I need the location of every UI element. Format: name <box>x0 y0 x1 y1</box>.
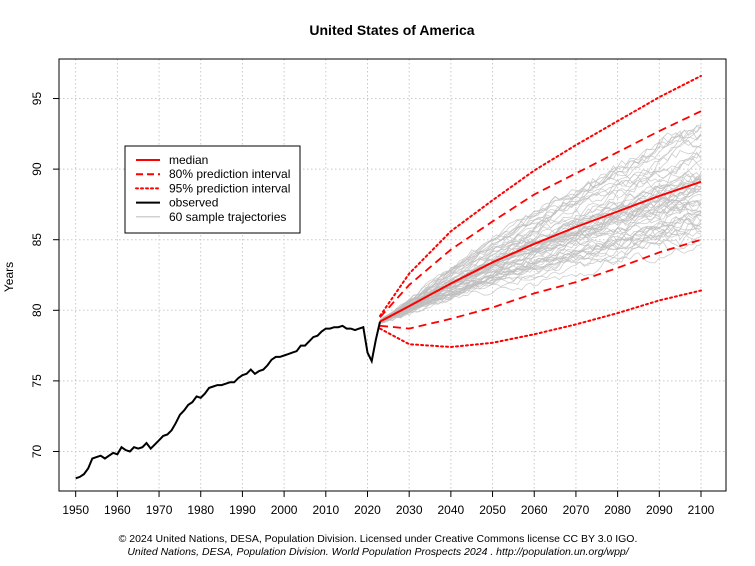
observed-line <box>75 321 381 480</box>
median-line <box>379 180 702 323</box>
legend-label: 95% prediction interval <box>169 181 290 195</box>
y-tick-label: 95 <box>30 92 44 106</box>
y-axis: 70 75 80 85 90 95 <box>30 92 59 458</box>
sample-trajectory-line <box>379 206 702 323</box>
pi95-lower-line <box>379 289 702 349</box>
sample-trajectory-line <box>379 129 702 323</box>
x-tick-label: 2040 <box>438 503 465 517</box>
pi95-upper-line <box>379 74 702 317</box>
x-tick-label: 2050 <box>479 503 506 517</box>
x-tick-label: 2020 <box>354 503 381 517</box>
sample-trajectory-line <box>379 139 702 321</box>
x-tick-label: 2090 <box>646 503 673 517</box>
plot-frame <box>58 58 727 492</box>
y-tick-label: 85 <box>30 233 44 247</box>
x-tick-label: 2070 <box>563 503 590 517</box>
sample-trajectory-line <box>379 157 702 321</box>
x-tick-label: 2100 <box>688 503 715 517</box>
footer-copyright: © 2024 United Nations, DESA, Population … <box>119 533 638 545</box>
y-tick-label: 75 <box>30 374 44 388</box>
footer-source: United Nations, DESA, Population Divisio… <box>127 546 629 558</box>
sample-trajectory-line <box>379 231 702 324</box>
y-tick-label: 80 <box>30 303 44 317</box>
sample-trajectory-line <box>379 125 702 323</box>
sample-trajectory-line <box>379 212 702 322</box>
y-tick-label: 90 <box>30 162 44 176</box>
y-axis-label: Years <box>2 262 16 292</box>
sample-trajectory-line <box>379 200 702 323</box>
sample-trajectory-line <box>379 233 702 324</box>
grid <box>59 59 726 491</box>
series-lines <box>75 74 702 480</box>
sample-trajectory-line <box>379 244 702 321</box>
x-tick-label: 1980 <box>187 503 214 517</box>
x-tick-label: 1970 <box>146 503 173 517</box>
legend-label: 80% prediction interval <box>169 167 290 181</box>
sample-trajectories <box>379 124 702 325</box>
legend-label: median <box>169 153 208 167</box>
sample-trajectory-line <box>379 200 702 323</box>
x-tick-label: 1950 <box>62 503 89 517</box>
sample-trajectory-line <box>379 124 702 323</box>
sample-trajectory-line <box>379 211 702 323</box>
x-axis: 1950 1960 1970 1980 1990 2000 2010 2020 2030 2040… <box>62 491 715 517</box>
x-tick-label: 2080 <box>604 503 631 517</box>
pi80-lower-line <box>379 238 702 330</box>
x-tick-label: 2030 <box>396 503 423 517</box>
chart-title: United States of America <box>309 22 474 38</box>
x-tick-label: 1990 <box>229 503 256 517</box>
legend-label: 60 sample trajectories <box>169 210 286 224</box>
x-tick-label: 2060 <box>521 503 548 517</box>
sample-trajectory-line <box>379 214 702 324</box>
sample-trajectory-line <box>379 145 702 323</box>
legend-label: observed <box>169 196 218 210</box>
y-tick-label: 70 <box>30 444 44 458</box>
x-tick-label: 1960 <box>104 503 131 517</box>
x-tick-label: 2000 <box>271 503 298 517</box>
x-tick-label: 2010 <box>312 503 339 517</box>
pi80-upper-line <box>379 110 702 319</box>
